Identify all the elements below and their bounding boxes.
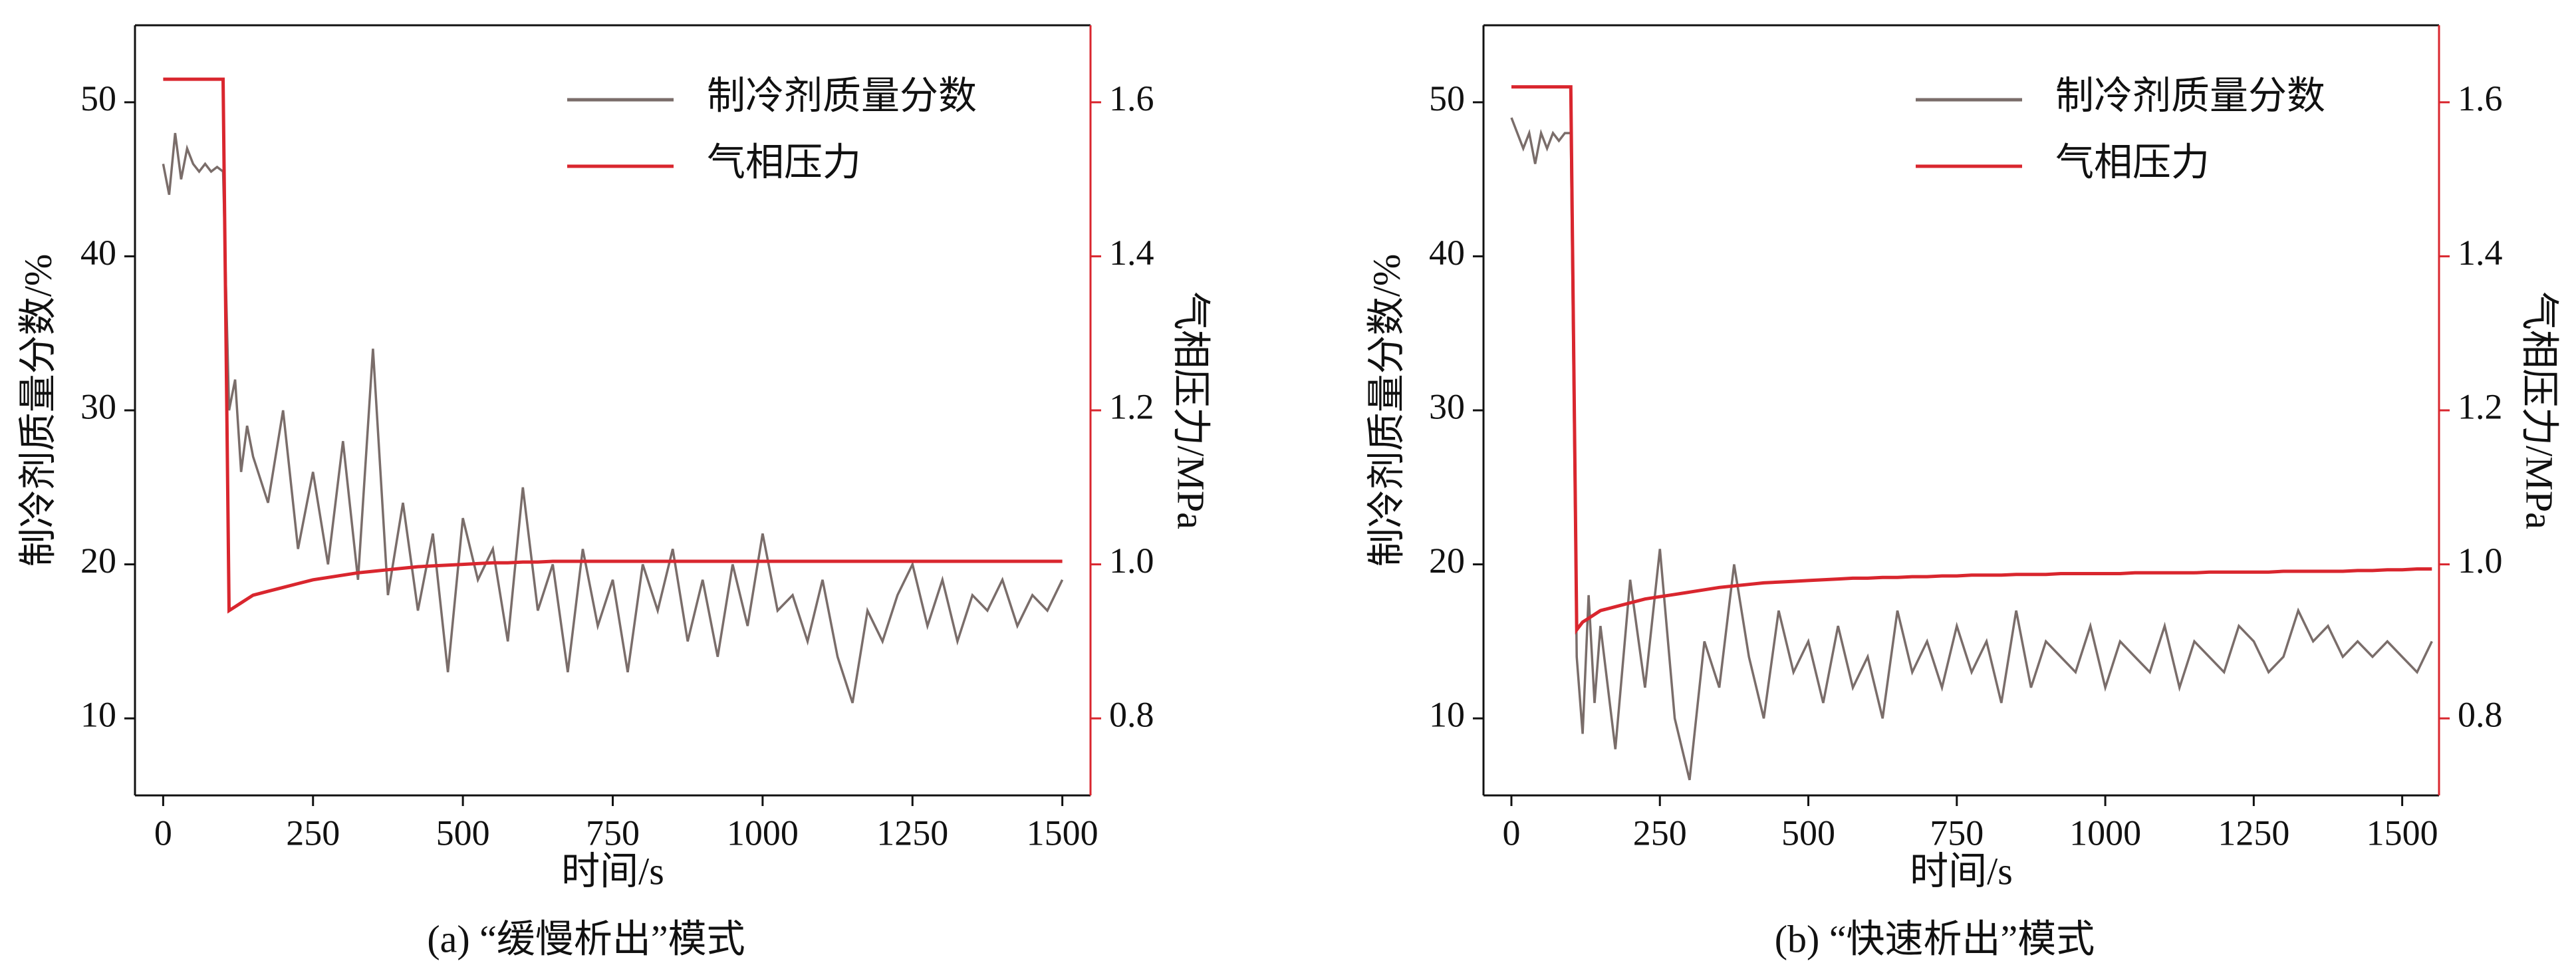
y-axis-label: 制冷剂质量分数/% [1364,254,1408,567]
y-tick-label: 50 [80,78,116,118]
x-tick-label: 1250 [2218,813,2289,853]
y2-tick-label: 0.8 [1109,695,1154,735]
x-tick-label: 0 [154,813,172,853]
y-tick-label: 10 [80,695,116,735]
legend-label: 气相压力 [2055,140,2210,184]
y2-tick-label: 1.0 [2458,541,2503,581]
y-tick-label: 40 [80,233,116,273]
y-tick-label: 20 [1429,541,1465,581]
y2-tick-label: 1.4 [1109,233,1154,273]
x-axis-label: 时间/s [1910,849,2013,893]
legend-label: 制冷剂质量分数 [707,74,977,117]
data-line [1510,117,2433,781]
x-tick-label: 1500 [2367,813,2438,853]
x-tick-label: 250 [1633,813,1687,853]
y2-tick-label: 1.2 [2458,386,2503,426]
legend-label: 制冷剂质量分数 [2055,74,2325,117]
y-tick-label: 30 [1429,386,1465,426]
y2-tick-label: 1.6 [2458,78,2503,118]
legend-label: 气相压力 [707,140,861,184]
x-tick-label: 750 [1930,813,1984,853]
x-tick-label: 1250 [876,813,948,853]
x-tick-label: 500 [436,813,490,853]
x-axis-label: 时间/s [561,849,664,893]
y-axis-label: 制冷剂质量分数/% [16,254,59,567]
y2-axis-label: 气相压力/MPa [1170,291,1213,529]
y-tick-label: 50 [1429,78,1465,118]
data-line [1511,85,2432,635]
y2-tick-label: 0.8 [2458,695,2503,735]
y-tick-label: 40 [1429,233,1465,273]
x-tick-label: 1000 [2069,813,2141,853]
caption: (b) “快速析出”模式 [1775,917,2095,960]
x-tick-label: 750 [586,813,640,853]
y2-tick-label: 1.0 [1109,541,1154,581]
x-tick-label: 1500 [1027,813,1098,853]
y-tick-label: 30 [80,386,116,426]
x-tick-label: 500 [1781,813,1835,853]
y2-tick-label: 1.4 [2458,233,2503,273]
y-tick-label: 20 [80,541,116,581]
y2-axis-label: 气相压力/MPa [2518,291,2561,529]
y-tick-label: 10 [1429,695,1465,735]
caption: (a) “缓慢析出”模式 [427,917,745,960]
x-tick-label: 250 [286,813,340,853]
y2-tick-label: 1.6 [1109,78,1154,118]
data-line [163,77,1063,614]
data-line [162,132,1064,704]
y2-tick-label: 1.2 [1109,386,1154,426]
x-tick-label: 1000 [727,813,799,853]
x-tick-label: 0 [1502,813,1520,853]
